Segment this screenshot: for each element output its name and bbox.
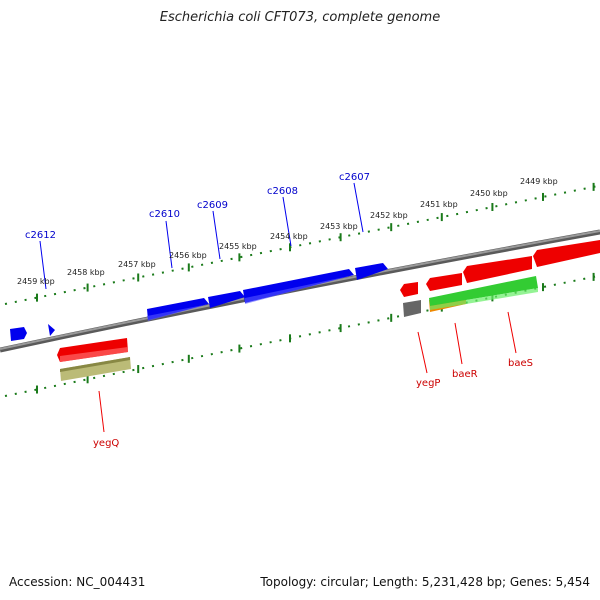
upper-ruler-ticks xyxy=(36,182,595,302)
leader-c2608 xyxy=(282,196,292,247)
ruler-label: 2459 kbp xyxy=(17,277,55,286)
gene-label-c2609[interactable]: c2609 xyxy=(197,200,228,211)
leader-yegQ xyxy=(98,390,105,433)
ruler-label: 2456 kbp xyxy=(169,251,207,260)
gene-label-c2608[interactable]: c2608 xyxy=(267,186,298,197)
ruler-label: 2455 kbp xyxy=(219,242,257,251)
leader-baeS xyxy=(507,311,517,354)
lower-ruler-dots xyxy=(4,275,599,397)
ruler-label: 2458 kbp xyxy=(67,268,105,277)
cds-yegP[interactable] xyxy=(403,300,421,317)
gene-baeS[interactable] xyxy=(463,256,532,283)
gene-label-c2610[interactable]: c2610 xyxy=(149,209,180,220)
leader-c2610 xyxy=(165,220,173,269)
ruler-label: 2449 kbp xyxy=(520,177,558,186)
ruler-label: 2453 kbp xyxy=(320,222,358,231)
leader-c2607 xyxy=(353,182,364,233)
cds-yegQ-top xyxy=(60,357,130,372)
gene-leader-lines xyxy=(39,182,517,433)
gene-label-yegP[interactable]: yegP xyxy=(416,378,440,389)
gene-yegQ-shadow xyxy=(60,347,128,362)
gene-label-baeR[interactable]: baeR xyxy=(452,369,478,380)
topology-text: Topology: circular; Length: 5,231,428 bp… xyxy=(260,575,590,589)
cds-yegQ[interactable] xyxy=(60,357,131,381)
ruler-label: 2452 kbp xyxy=(370,211,408,220)
ruler-label: 2451 kbp xyxy=(420,200,458,209)
reverse-gene-labels: yegQ yegP baeR baeS xyxy=(93,358,533,449)
gene-next-reverse[interactable] xyxy=(533,240,600,267)
gene-label-yegQ[interactable]: yegQ xyxy=(93,438,119,449)
gene-c2612-fragment[interactable] xyxy=(10,327,27,341)
cds-features xyxy=(60,276,538,381)
upper-ruler xyxy=(4,182,599,305)
accession-text: Accession: NC_004431 xyxy=(9,575,146,589)
map-title: Escherichia coli CFT073, complete genome xyxy=(159,10,441,25)
gene-baeR[interactable] xyxy=(426,273,462,291)
ruler-label: 2450 kbp xyxy=(470,189,508,198)
gene-label-baeS[interactable]: baeS xyxy=(508,358,533,369)
gene-c2607[interactable] xyxy=(355,263,388,280)
cds-baeS-shadow xyxy=(430,288,538,310)
gene-label-c2607[interactable]: c2607 xyxy=(339,172,370,183)
leader-c2612 xyxy=(39,240,47,290)
gene-c2610-shadow xyxy=(147,304,209,321)
gene-c2608-shadow xyxy=(245,275,354,304)
ruler-label: 2457 kbp xyxy=(118,260,156,269)
forward-genes xyxy=(10,263,388,341)
leader-yegP xyxy=(417,331,428,374)
gene-c2609[interactable] xyxy=(208,291,245,308)
ruler-label: 2454 kbp xyxy=(270,232,308,241)
ruler-labels: 2459 kbp 2458 kbp 2457 kbp 2456 kbp 2455… xyxy=(17,177,558,286)
forward-gene-labels: c2612 c2610 c2609 c2608 c2607 xyxy=(25,172,370,241)
gene-c2612-arrow[interactable] xyxy=(48,324,55,336)
leader-c2609 xyxy=(212,210,221,260)
cds-baeS[interactable] xyxy=(429,276,538,306)
upper-ruler-dots xyxy=(4,185,599,305)
leader-baeR xyxy=(454,322,463,365)
reverse-genes xyxy=(57,240,600,362)
gene-yegP[interactable] xyxy=(400,282,418,297)
gene-label-c2612[interactable]: c2612 xyxy=(25,230,56,241)
